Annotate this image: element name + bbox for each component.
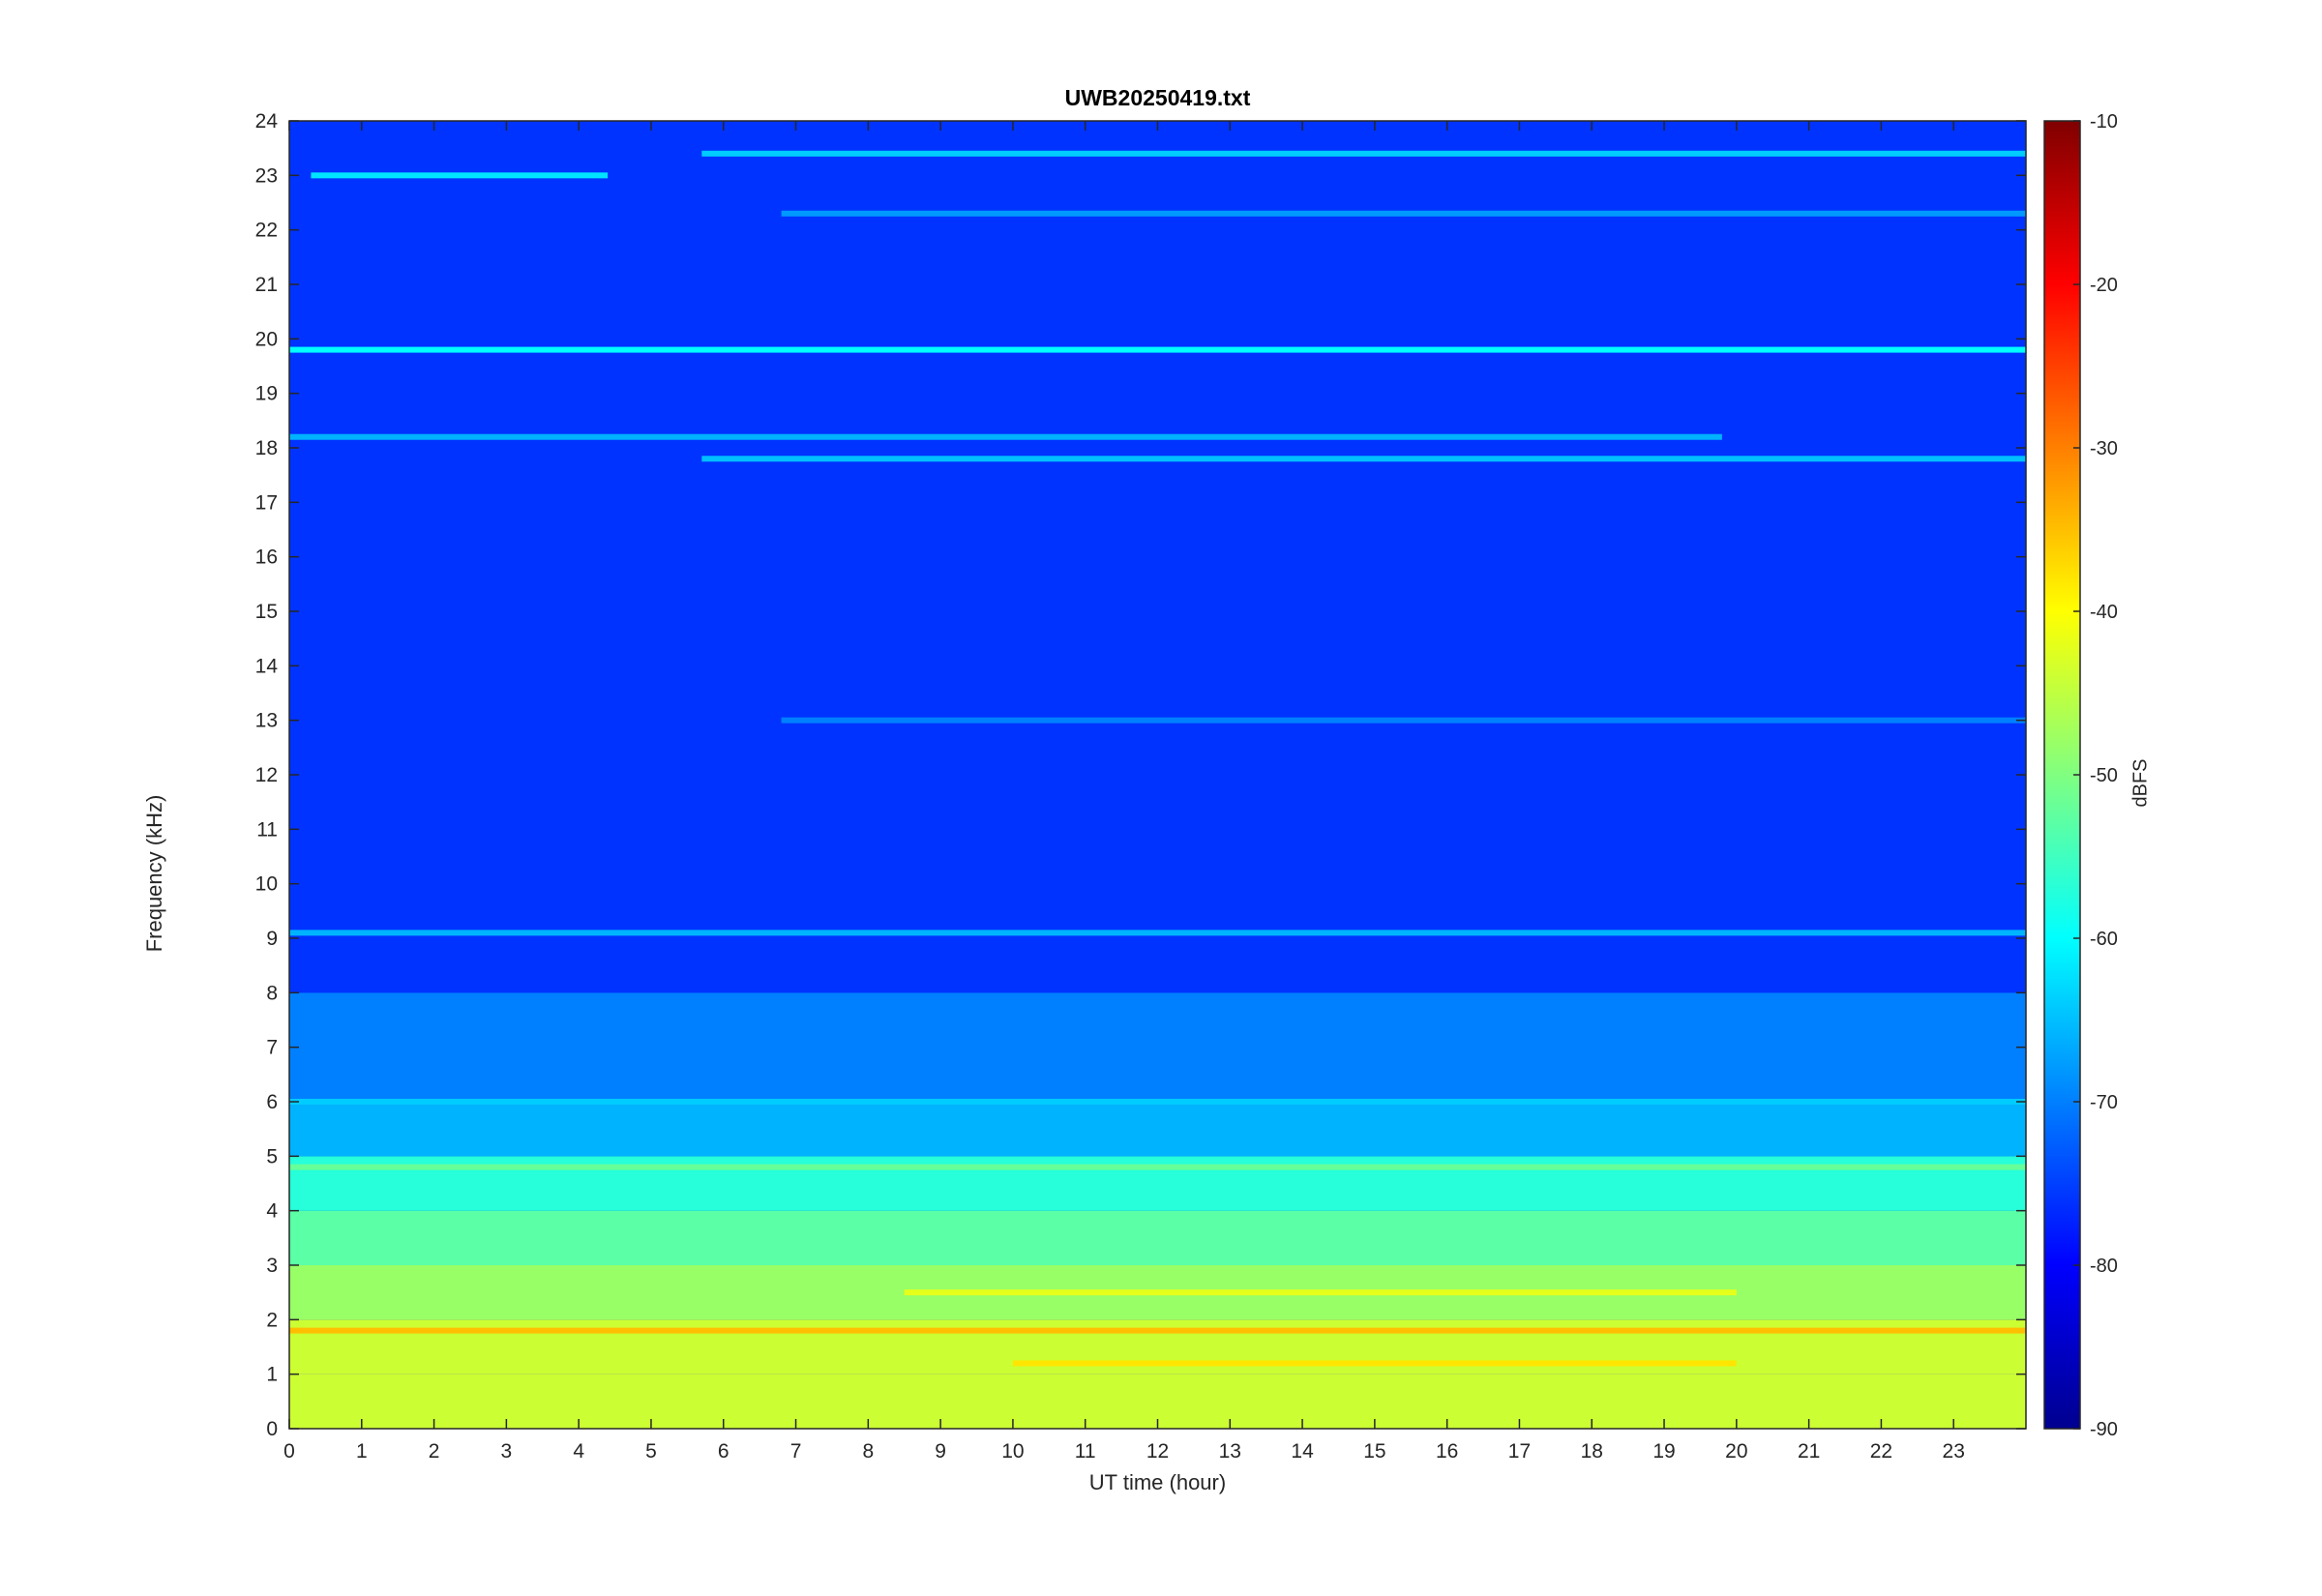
y-tick-label: 6: [266, 1091, 278, 1113]
heatmap-image: [289, 121, 2026, 1429]
narrowband-line-5: [781, 210, 2026, 217]
x-tick-label: 19: [1652, 1440, 1675, 1463]
y-tick-label: 24: [255, 110, 279, 133]
chart-title: UWB20250419.txt: [1064, 85, 1251, 110]
band-level-6: [289, 992, 2026, 1102]
y-tick-label: 8: [266, 982, 278, 1004]
narrowband-line-2: [701, 456, 2026, 462]
x-tick-label: 17: [1508, 1440, 1531, 1463]
y-tick-label: 22: [255, 220, 278, 242]
y-tick-label: 15: [255, 601, 278, 623]
y-tick-label: 7: [266, 1037, 278, 1059]
band-level-5: [289, 1102, 2026, 1157]
x-tick-label: 12: [1146, 1440, 1169, 1463]
x-tick-label: 14: [1291, 1440, 1314, 1463]
y-tick-label: 12: [255, 764, 278, 786]
y-tick-label: 11: [256, 818, 278, 841]
x-tick-label: 21: [1798, 1440, 1820, 1463]
x-tick-label: 22: [1870, 1440, 1892, 1463]
narrowband-line-1: [289, 433, 1722, 440]
y-tick-label: 10: [255, 873, 278, 896]
narrowband-line-12: [1012, 1360, 1737, 1367]
x-tick-label: 23: [1943, 1440, 1965, 1463]
colorbar-axis: -10 -20 -30 -40 -50 -60 -70 -80 -90: [2073, 111, 2118, 1440]
colorbar-tick-label: -70: [2090, 1092, 2118, 1113]
x-tick-label: 10: [1001, 1440, 1024, 1463]
colorbar-tick-label: -80: [2090, 1256, 2118, 1277]
narrowband-line-0: [289, 346, 2026, 353]
y-tick-label: 17: [255, 491, 278, 514]
y-tick-label: 1: [266, 1364, 278, 1386]
y-tick-label: 23: [255, 164, 278, 187]
narrowband-line-7: [289, 930, 2026, 936]
y-tick-label: 21: [255, 274, 278, 296]
x-tick-label: 0: [283, 1440, 295, 1463]
x-tick-label: 16: [1436, 1440, 1458, 1463]
colorbar-tick-label: -20: [2090, 275, 2118, 296]
x-tick-label: 13: [1219, 1440, 1241, 1463]
colorbar-tick-label: -90: [2090, 1419, 2118, 1440]
y-tick-label: 3: [266, 1255, 278, 1277]
x-tick-label: 20: [1725, 1440, 1747, 1463]
x-tick-label: 6: [718, 1440, 729, 1463]
x-axis: 0 1 2 3 4 5 6 7 8 9 10 11 12 13 14 15 16 17 18 19 20 21 22 23: [283, 121, 1965, 1463]
band-level-7: [289, 121, 2026, 993]
x-tick-label: 18: [1581, 1440, 1603, 1463]
x-tick-label: 11: [1075, 1440, 1096, 1463]
y-tick-label: 9: [266, 928, 278, 950]
x-axis-label: UT time (hour): [1088, 1470, 1227, 1494]
x-tick-label: 8: [862, 1440, 874, 1463]
narrowband-line-3: [311, 172, 609, 179]
y-tick-label: 20: [255, 328, 278, 350]
colorbar-tick-label: -30: [2090, 438, 2118, 459]
x-tick-label: 9: [935, 1440, 946, 1463]
x-tick-label: 1: [356, 1440, 368, 1463]
colorbar-tick-label: -50: [2090, 765, 2118, 786]
y-tick-label: 2: [266, 1309, 278, 1331]
y-tick-label: 0: [266, 1418, 278, 1440]
y-tick-label: 13: [255, 710, 278, 732]
narrowband-line-11: [289, 1327, 2026, 1334]
x-tick-label: 7: [790, 1440, 802, 1463]
y-tick-label: 4: [266, 1200, 278, 1223]
y-tick-label: 18: [255, 437, 278, 459]
narrowband-line-9: [289, 1164, 2026, 1170]
colorbar-tick-label: -10: [2090, 111, 2118, 133]
colorbar-tick-label: -60: [2090, 929, 2118, 950]
y-axis-label: Frequency (kHz): [142, 794, 166, 953]
x-tick-label: 5: [645, 1440, 657, 1463]
y-tick-label: 5: [266, 1145, 278, 1167]
band-level-3: [289, 1210, 2026, 1265]
x-tick-label: 3: [501, 1440, 513, 1463]
x-tick-label: 2: [429, 1440, 440, 1463]
narrowband-line-10: [904, 1289, 1737, 1296]
y-tick-label: 14: [255, 655, 279, 677]
y-tick-label: 16: [255, 547, 278, 569]
y-tick-label: 19: [255, 383, 278, 405]
colorbar-tick-label: -40: [2090, 602, 2118, 623]
narrowband-line-8: [289, 1099, 2026, 1105]
colorbar-label: dBFS: [2129, 758, 2152, 808]
narrowband-line-6: [781, 717, 2026, 724]
x-tick-label: 15: [1363, 1440, 1385, 1463]
x-tick-label: 4: [573, 1440, 584, 1463]
narrowband-line-4: [701, 150, 2026, 157]
